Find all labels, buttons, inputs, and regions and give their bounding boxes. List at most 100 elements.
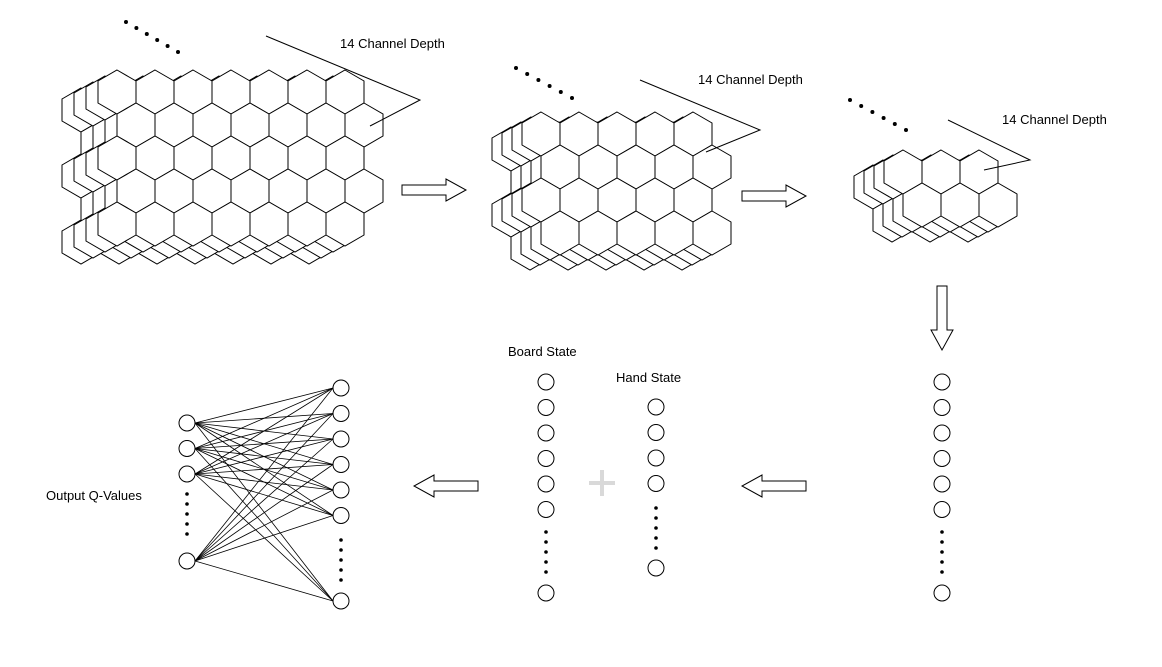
node [537, 424, 555, 442]
dense-edge [194, 473, 334, 516]
dense-edge [194, 473, 334, 602]
dense-edge [194, 413, 334, 475]
ellipsis-dot [339, 568, 343, 572]
dense-edge [194, 387, 334, 475]
dense-edge [194, 560, 334, 602]
ellipsis-dot [654, 546, 658, 550]
ellipsis-dot [185, 502, 189, 506]
ellipsis-dot [904, 128, 908, 132]
node [332, 379, 350, 397]
ellipsis-dot [859, 104, 864, 108]
ellipsis-dot [514, 66, 518, 70]
ellipsis-dot [144, 32, 149, 36]
dense-edge [194, 448, 334, 602]
dense-edge [194, 387, 334, 449]
node [537, 399, 555, 416]
ellipsis-dot [892, 122, 897, 126]
node [537, 450, 555, 467]
ellipsis-dot [155, 38, 160, 42]
grid-layer [883, 149, 1018, 228]
stack2-ellipsis [514, 66, 574, 100]
conv-middle-grid [491, 111, 732, 271]
stack1-depth-label: 14 Channel Depth [340, 36, 445, 51]
dense-edge [194, 438, 334, 562]
depth-bracket-2 [639, 79, 762, 153]
arrow-to-flatten [930, 285, 954, 352]
stack2-depth-label: 14 Channel Depth [698, 72, 803, 87]
ellipsis-dot [544, 550, 548, 554]
ellipsis-dot [544, 560, 548, 564]
flatten-vector [933, 373, 951, 602]
plus-sign [589, 470, 615, 496]
node [933, 584, 951, 602]
node [933, 424, 951, 442]
conv-input-grid [61, 69, 384, 265]
grid-layer [97, 69, 384, 247]
arrow-to-small-grid [741, 184, 808, 208]
node [332, 481, 350, 499]
ellipsis-dot [654, 516, 658, 520]
ellipsis-dot [940, 540, 944, 544]
node [332, 456, 350, 473]
stack3-depth-label: 14 Channel Depth [1002, 112, 1107, 127]
node [933, 450, 951, 467]
ellipsis-dot [124, 20, 128, 24]
node [537, 373, 555, 391]
output-q-values-label: Output Q-Values [46, 488, 142, 503]
ellipsis-dot [544, 570, 548, 574]
node [332, 405, 350, 422]
dense-input-layer [178, 414, 196, 570]
ellipsis-dot [654, 506, 658, 510]
ellipsis-dot [339, 538, 343, 542]
depth-bracket-3 [947, 119, 1032, 171]
ellipsis-dot [940, 530, 944, 534]
grid-layer [521, 111, 732, 256]
ellipsis-dot [544, 540, 548, 544]
ellipsis-dot [185, 492, 189, 496]
ellipsis-dot [185, 512, 189, 516]
ellipsis-dot [940, 560, 944, 564]
node [332, 507, 350, 524]
dense-edge [194, 489, 334, 562]
node [537, 501, 555, 518]
hand-state-label: Hand State [616, 370, 681, 385]
ellipsis-dot [176, 50, 180, 54]
node [332, 430, 350, 448]
node [647, 398, 665, 416]
node [537, 475, 555, 493]
node [178, 552, 196, 570]
hex-cell [692, 210, 732, 256]
ellipsis-dot [544, 530, 548, 534]
ellipsis-dot [185, 532, 189, 536]
board-state-vector [537, 373, 555, 602]
ellipsis-dot [940, 550, 944, 554]
node [178, 465, 196, 483]
dense-edge [194, 413, 334, 562]
node [647, 424, 665, 441]
ellipsis-dot [339, 548, 343, 552]
ellipsis-dot [525, 72, 530, 76]
ellipsis-dot [570, 96, 574, 100]
conv-small-grid [853, 149, 1018, 243]
ellipsis-dot [339, 558, 343, 562]
node [933, 373, 951, 391]
hex-cell [978, 182, 1018, 228]
dense-edge [194, 387, 334, 424]
node [647, 449, 665, 467]
dense-edge [194, 464, 334, 562]
dense-edge [194, 473, 334, 491]
node [332, 592, 350, 610]
arrow-to-dense [412, 474, 479, 498]
ellipsis-dot [654, 526, 658, 530]
node [933, 399, 951, 416]
node [178, 414, 196, 432]
ellipsis-dot [654, 536, 658, 540]
ellipsis-dot [881, 116, 886, 120]
ellipsis-dot [940, 570, 944, 574]
arrow-to-middle-grid [401, 178, 468, 202]
dense-edge [194, 515, 334, 562]
dense-edge [194, 464, 334, 475]
arrow-to-merged-vector [740, 474, 807, 498]
